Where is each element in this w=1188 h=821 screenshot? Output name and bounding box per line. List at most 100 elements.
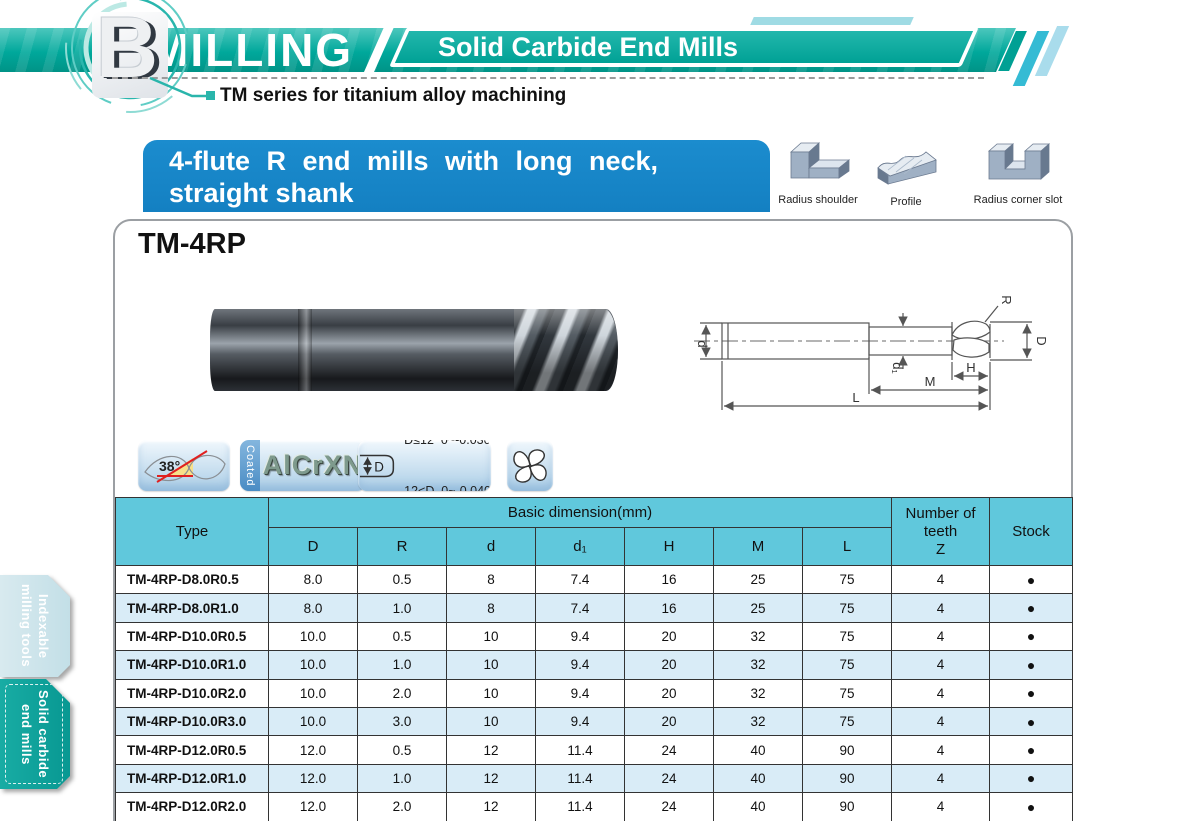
endmill-flutes xyxy=(514,309,618,391)
cell-stock: ● xyxy=(989,593,1074,623)
cell-stock: ● xyxy=(989,706,1074,737)
cell-d1: 7.4 xyxy=(535,564,625,595)
cell-D: 10.0 xyxy=(268,650,358,680)
tolerance-line-1: D≤12 0~-0.030 xyxy=(404,440,491,449)
dim-label-R: R xyxy=(999,295,1014,304)
cell-L: 75 xyxy=(801,621,893,652)
cell-Z: 4 xyxy=(891,593,991,623)
cell-R: 0.5 xyxy=(357,564,447,595)
profile-icon xyxy=(877,151,937,185)
cell-Z: 4 xyxy=(891,650,991,680)
dim-label-d1: d₁ xyxy=(890,362,905,374)
application-profile: Profile xyxy=(862,134,950,208)
cell-type: TM-4RP-D12.0R0.5 xyxy=(115,735,269,765)
cell-M: 25 xyxy=(713,593,803,623)
cell-L: 75 xyxy=(801,678,893,708)
cell-R: 1.0 xyxy=(357,650,447,680)
banner-line-2: straight shank xyxy=(169,178,354,208)
table-row: TM-4RP-D12.0R2.0 12.0 2.0 12 11.4 24 40 … xyxy=(115,792,1074,821)
teeth-label: Number of teeth xyxy=(905,504,976,540)
sidebar-tab-label: Solid carbide end mills xyxy=(19,689,51,779)
cell-H: 20 xyxy=(624,621,714,652)
cell-d: 10 xyxy=(446,706,536,737)
coated-label: Coated xyxy=(244,444,256,487)
cell-H: 16 xyxy=(624,593,714,623)
helix-angle-value: 38° xyxy=(159,458,180,474)
cell-R: 1.0 xyxy=(357,593,447,623)
cell-D: 12.0 xyxy=(268,735,358,765)
cell-H: 20 xyxy=(624,706,714,737)
tab-dashed-border xyxy=(5,684,63,784)
cell-type: TM-4RP-D10.0R3.0 xyxy=(115,706,269,737)
radius-corner-slot-icon xyxy=(987,143,1051,180)
cell-stock: ● xyxy=(989,735,1074,765)
col-header-type: Type xyxy=(115,497,269,566)
cell-Z: 4 xyxy=(891,735,991,765)
dim-label-M: M xyxy=(925,374,936,389)
cell-H: 20 xyxy=(624,650,714,680)
col-header-stock: Stock xyxy=(989,497,1074,566)
col-header-M: M xyxy=(713,527,803,566)
col-header-basic-dimension: Basic dimension(mm) xyxy=(267,497,893,528)
cell-D: 10.0 xyxy=(268,621,358,652)
cell-D: 12.0 xyxy=(268,763,358,794)
cell-d1: 7.4 xyxy=(535,593,625,623)
cell-d1: 11.4 xyxy=(535,792,625,821)
tolerance-badge: D D≤12 0~-0.030 12<D 0~-0.040 xyxy=(358,440,491,491)
cell-M: 25 xyxy=(713,564,803,595)
cell-d: 12 xyxy=(446,792,536,821)
cell-H: 24 xyxy=(624,763,714,794)
cell-M: 32 xyxy=(713,678,803,708)
table-row: TM-4RP-D12.0R0.5 12.0 0.5 12 11.4 24 40 … xyxy=(115,735,1074,765)
cell-type: TM-4RP-D8.0R1.0 xyxy=(115,593,269,623)
cell-d1: 9.4 xyxy=(535,650,625,680)
table-row: TM-4RP-D12.0R1.0 12.0 1.0 12 11.4 24 40 … xyxy=(115,763,1074,794)
cell-L: 75 xyxy=(801,706,893,737)
cell-d1: 11.4 xyxy=(535,763,625,794)
cell-D: 12.0 xyxy=(268,792,358,821)
cell-L: 75 xyxy=(801,564,893,595)
header-dashed-line xyxy=(112,77,984,79)
cell-d: 10 xyxy=(446,678,536,708)
tolerance-symbol: D xyxy=(374,459,384,474)
cell-L: 90 xyxy=(801,763,893,794)
technical-drawing: d d₁ R D H M L xyxy=(694,295,1049,411)
cell-type: TM-4RP-D10.0R2.0 xyxy=(115,678,269,708)
cell-d1: 9.4 xyxy=(535,678,625,708)
col-header-teeth: Number of teeth Z xyxy=(891,497,991,566)
cell-D: 10.0 xyxy=(268,678,358,708)
cell-H: 16 xyxy=(624,564,714,595)
cell-M: 40 xyxy=(713,763,803,794)
cell-type: TM-4RP-D8.0R0.5 xyxy=(115,564,269,595)
sidebar-tab-solid-carbide-wrap: Solid carbide end mills xyxy=(0,679,70,789)
dim-label-d: d xyxy=(695,340,710,347)
helix-angle-badge: 38° xyxy=(138,440,230,491)
dim-label-D: D xyxy=(1034,336,1049,345)
cell-H: 24 xyxy=(624,735,714,765)
sidebar-tab-indexable-milling-tools[interactable]: Indexable milling tools xyxy=(0,575,70,677)
cell-L: 90 xyxy=(801,792,893,821)
application-radius-corner-slot: Radius corner slot xyxy=(962,134,1074,206)
teeth-symbol: Z xyxy=(935,540,946,558)
cell-d: 10 xyxy=(446,621,536,652)
sidebar-tab-solid-carbide-end-mills[interactable]: Solid carbide end mills xyxy=(0,679,70,789)
cell-M: 40 xyxy=(713,792,803,821)
model-title: TM-4RP xyxy=(138,228,246,260)
section-subtitle-box: Solid Carbide End Mills xyxy=(389,27,979,67)
product-group-banner: 4-flute R end mills with long neck, stra… xyxy=(143,140,770,212)
application-label: Profile xyxy=(890,196,922,208)
cell-d1: 9.4 xyxy=(535,706,625,737)
cell-stock: ● xyxy=(989,763,1074,794)
cell-type: TM-4RP-D10.0R0.5 xyxy=(115,621,269,652)
cell-R: 0.5 xyxy=(357,621,447,652)
dim-label-H: H xyxy=(966,360,975,375)
radius-shoulder-icon xyxy=(789,142,851,179)
cell-M: 32 xyxy=(713,706,803,737)
cell-M: 32 xyxy=(713,650,803,680)
cell-R: 0.5 xyxy=(357,735,447,765)
coating-name: AlCrXN xyxy=(262,450,364,480)
flute-section-badge xyxy=(507,440,553,491)
cell-M: 40 xyxy=(713,735,803,765)
cell-D: 10.0 xyxy=(268,706,358,737)
